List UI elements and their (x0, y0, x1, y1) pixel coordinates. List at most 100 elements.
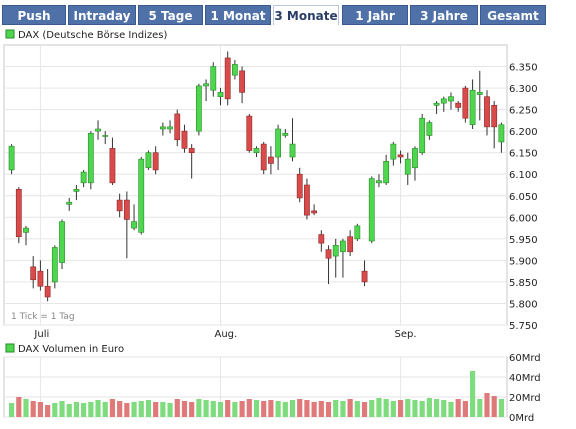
candle (318, 230, 325, 252)
candle-body (440, 98, 447, 104)
candle-body (51, 247, 58, 283)
candle-body (203, 83, 209, 87)
price-tick-label: 6.000 (509, 213, 538, 224)
volume-bar (246, 399, 252, 417)
candle (59, 219, 65, 269)
candle-body (224, 57, 231, 100)
volume-bar (369, 400, 375, 417)
x-axis: Juli Aug. Sep. (33, 329, 416, 340)
candle (376, 174, 382, 188)
candle (152, 146, 159, 175)
volume-bar (297, 399, 303, 417)
candle (30, 256, 37, 289)
volume-bar (448, 402, 454, 417)
candle (73, 185, 80, 201)
candle (37, 260, 44, 291)
candle (462, 85, 469, 123)
candle (159, 122, 166, 136)
volume-tick-label: 0Mrd (509, 413, 534, 424)
candle-body (325, 249, 332, 259)
candle (311, 204, 318, 216)
candle (282, 129, 289, 138)
candle-body (152, 152, 159, 171)
x-tick-label: Sep. (395, 329, 417, 340)
volume-bar (390, 401, 396, 417)
volume-bar (275, 401, 281, 417)
tab-3-jahre[interactable]: 3 Jahre (410, 5, 478, 25)
volume-bar (491, 396, 497, 417)
candle (275, 124, 282, 170)
candle (116, 193, 123, 218)
candle (368, 176, 375, 244)
candle-body (275, 128, 282, 158)
volume-bar (347, 399, 353, 417)
candle (167, 120, 173, 134)
tab-push[interactable]: Push (2, 5, 66, 25)
price-plot-area (3, 44, 508, 326)
volume-bar (419, 401, 425, 417)
dax-chart: 5.750 5.800 5.850 5.900 5.950 6.000 6.050 6.100… (3, 29, 541, 424)
tab-5-tage[interactable]: 5 Tage (138, 5, 203, 25)
volume-bar (318, 401, 324, 417)
candle-body (253, 148, 260, 153)
price-legend-swatch (5, 29, 15, 39)
candle (404, 152, 411, 185)
volume-bar (138, 401, 144, 417)
candle-body (347, 236, 354, 253)
volume-bar (383, 399, 389, 417)
candle (361, 260, 368, 287)
volume-bar (189, 402, 195, 417)
volume-tick-label: 60Mrd (509, 353, 541, 364)
tab-1-jahr[interactable]: 1 Jahr (342, 5, 408, 25)
candle (260, 141, 267, 175)
volume-bar (433, 399, 440, 417)
volume-bar (59, 401, 65, 417)
candle-body (159, 126, 166, 130)
candle-body (433, 102, 440, 106)
volume-bar (203, 400, 209, 417)
tab-gesamt[interactable]: Gesamt (480, 5, 546, 25)
candle (44, 269, 51, 302)
candle (109, 137, 116, 185)
price-tick-label: 6.300 (509, 84, 538, 95)
volume-bar (131, 402, 137, 417)
tab-1-monat[interactable]: 1 Monat (205, 5, 271, 25)
price-tick-label: 5.800 (509, 299, 538, 310)
volume-bar (304, 400, 310, 417)
volume-bar (311, 402, 317, 417)
candle (181, 124, 188, 153)
candle-body (426, 122, 433, 136)
candle (210, 62, 217, 97)
candle (440, 96, 447, 112)
candle-body (23, 227, 29, 233)
candle-body (66, 201, 73, 205)
candle (145, 150, 152, 170)
price-tick-label: 6.100 (509, 170, 538, 181)
candle (95, 120, 101, 140)
candle (15, 187, 22, 244)
candle-body (116, 199, 123, 212)
volume-legend-label: DAX Volumen in Euro (18, 344, 124, 355)
tab-3-monate[interactable]: 3 Monate (273, 5, 339, 25)
volume-bar (455, 399, 461, 417)
volume-bar (210, 401, 216, 417)
candle-body (469, 89, 476, 125)
tab-intraday[interactable]: Intraday (68, 5, 136, 25)
candle (347, 230, 354, 257)
candle-body (484, 96, 490, 128)
volume-bar (16, 397, 22, 417)
candle-body (491, 105, 498, 128)
candle-body (8, 145, 15, 171)
candle-body (397, 154, 404, 158)
price-tick-label: 5.900 (509, 256, 538, 267)
price-tick-label: 5.850 (509, 278, 538, 289)
volume-bar (52, 403, 58, 417)
candle-body (210, 66, 217, 91)
volume-bar (477, 399, 483, 417)
volume-bar (484, 393, 490, 417)
volume-bar (253, 400, 260, 417)
candle (224, 51, 231, 106)
candle-body (361, 270, 368, 283)
volume-bar (441, 400, 447, 417)
price-y-axis: 5.750 5.800 5.850 5.900 5.950 6.000 6.050 6.100… (509, 63, 538, 332)
